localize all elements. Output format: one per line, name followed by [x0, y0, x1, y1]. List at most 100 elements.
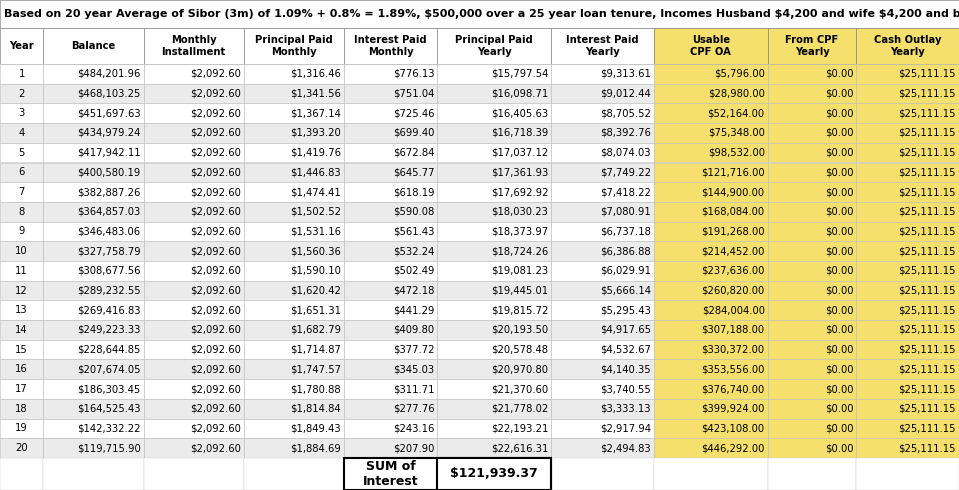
- Bar: [551, 123, 654, 143]
- Bar: [0, 28, 43, 64]
- Text: 6: 6: [18, 168, 25, 177]
- Text: $19,815.72: $19,815.72: [491, 305, 549, 315]
- Bar: [767, 418, 856, 438]
- Text: $9,012.44: $9,012.44: [600, 89, 651, 98]
- Bar: [43, 379, 144, 399]
- Bar: [344, 84, 437, 103]
- Bar: [0, 123, 43, 143]
- Text: 1: 1: [18, 69, 25, 79]
- Bar: [437, 399, 551, 418]
- Text: $22,193.21: $22,193.21: [491, 423, 549, 434]
- Bar: [244, 182, 344, 202]
- Bar: [654, 438, 767, 458]
- Bar: [244, 103, 344, 123]
- Text: $8,074.03: $8,074.03: [600, 147, 651, 158]
- Bar: [551, 84, 654, 103]
- Text: $2,092.60: $2,092.60: [190, 147, 241, 158]
- Bar: [551, 438, 654, 458]
- Bar: [767, 300, 856, 320]
- Bar: [43, 64, 144, 84]
- Text: $25,111.15: $25,111.15: [899, 128, 956, 138]
- Bar: [244, 143, 344, 163]
- Text: $52,164.00: $52,164.00: [708, 108, 764, 118]
- Text: $376,740.00: $376,740.00: [701, 384, 764, 394]
- Text: $5,666.14: $5,666.14: [599, 286, 651, 295]
- Bar: [244, 84, 344, 103]
- Bar: [654, 64, 767, 84]
- Text: $2,092.60: $2,092.60: [190, 89, 241, 98]
- Text: $0.00: $0.00: [825, 365, 854, 374]
- Bar: [856, 163, 959, 182]
- Bar: [244, 300, 344, 320]
- Text: Principal Paid
Yearly: Principal Paid Yearly: [456, 35, 533, 57]
- Bar: [856, 399, 959, 418]
- Bar: [437, 320, 551, 340]
- Bar: [0, 281, 43, 300]
- Bar: [654, 163, 767, 182]
- Text: $645.77: $645.77: [393, 168, 434, 177]
- Text: 4: 4: [18, 128, 25, 138]
- Bar: [654, 399, 767, 418]
- Text: $1,590.10: $1,590.10: [290, 266, 341, 276]
- Bar: [437, 300, 551, 320]
- Bar: [144, 202, 244, 221]
- Text: $16,718.39: $16,718.39: [491, 128, 549, 138]
- Text: 8: 8: [18, 207, 25, 217]
- Text: $2,092.60: $2,092.60: [190, 344, 241, 355]
- Text: $409.80: $409.80: [393, 325, 434, 335]
- Text: $22,616.31: $22,616.31: [491, 443, 549, 453]
- Bar: [856, 143, 959, 163]
- Bar: [43, 458, 144, 490]
- Bar: [654, 340, 767, 360]
- Text: $699.40: $699.40: [393, 128, 434, 138]
- Text: $2,092.60: $2,092.60: [190, 108, 241, 118]
- Bar: [144, 438, 244, 458]
- Bar: [344, 64, 437, 84]
- Text: Cash Outlay
Yearly: Cash Outlay Yearly: [874, 35, 942, 57]
- Bar: [344, 340, 437, 360]
- Text: $2,092.60: $2,092.60: [190, 286, 241, 295]
- Bar: [344, 143, 437, 163]
- Bar: [244, 320, 344, 340]
- Bar: [43, 418, 144, 438]
- Bar: [767, 221, 856, 241]
- Bar: [43, 84, 144, 103]
- Bar: [437, 221, 551, 241]
- Text: $260,820.00: $260,820.00: [701, 286, 764, 295]
- Bar: [767, 261, 856, 281]
- Text: Usable
CPF OA: Usable CPF OA: [690, 35, 731, 57]
- Text: $1,884.69: $1,884.69: [291, 443, 341, 453]
- Text: $5,796.00: $5,796.00: [713, 69, 764, 79]
- Bar: [856, 241, 959, 261]
- Text: $191,268.00: $191,268.00: [701, 226, 764, 237]
- Bar: [43, 438, 144, 458]
- Bar: [43, 103, 144, 123]
- Text: $119,715.90: $119,715.90: [77, 443, 141, 453]
- Bar: [344, 163, 437, 182]
- Bar: [856, 123, 959, 143]
- Text: $16,098.71: $16,098.71: [491, 89, 549, 98]
- Text: $468,103.25: $468,103.25: [77, 89, 141, 98]
- Bar: [551, 399, 654, 418]
- Bar: [0, 103, 43, 123]
- Bar: [144, 281, 244, 300]
- Bar: [344, 221, 437, 241]
- Text: $98,532.00: $98,532.00: [708, 147, 764, 158]
- Text: $618.19: $618.19: [393, 187, 434, 197]
- Bar: [767, 64, 856, 84]
- Text: $423,108.00: $423,108.00: [702, 423, 764, 434]
- Bar: [437, 458, 551, 490]
- Text: $4,532.67: $4,532.67: [600, 344, 651, 355]
- Text: $2,092.60: $2,092.60: [190, 365, 241, 374]
- Bar: [244, 64, 344, 84]
- Text: $1,419.76: $1,419.76: [290, 147, 341, 158]
- Bar: [0, 418, 43, 438]
- Text: Year: Year: [10, 41, 34, 51]
- Bar: [0, 84, 43, 103]
- Bar: [144, 261, 244, 281]
- Bar: [856, 418, 959, 438]
- Text: $121,939.37: $121,939.37: [451, 467, 538, 481]
- Text: $1,316.46: $1,316.46: [290, 69, 341, 79]
- Text: $0.00: $0.00: [825, 108, 854, 118]
- Bar: [0, 438, 43, 458]
